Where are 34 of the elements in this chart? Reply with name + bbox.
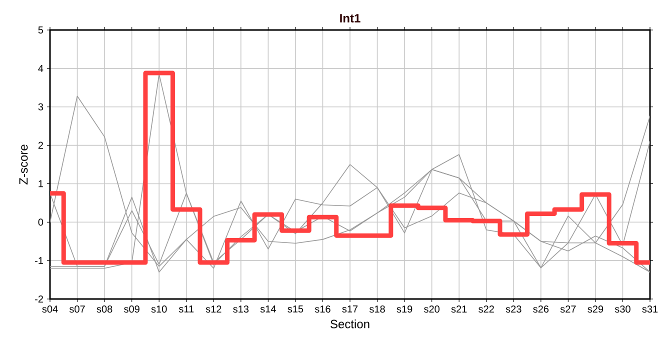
x-tick-label: s08: [96, 306, 112, 313]
x-tick-label: s04: [42, 306, 58, 313]
y-tick-label: 3: [38, 103, 44, 110]
y-tick-label: 2: [38, 142, 43, 149]
x-tick-label: s10: [151, 306, 167, 313]
chart-title: Int1: [340, 14, 360, 22]
x-tick-label: s17: [342, 306, 358, 313]
y-tick-label: 0: [38, 218, 44, 226]
x-tick-label: s13: [233, 306, 249, 313]
x-tick-label: s07: [70, 306, 85, 313]
x-tick-label: s27: [560, 306, 576, 313]
x-tick-label: s09: [124, 306, 140, 313]
x-tick-label: s12: [206, 306, 222, 313]
x-tick-label: s14: [260, 306, 276, 313]
x-tick-label: s26: [533, 306, 549, 313]
y-tick-label: 5: [38, 26, 44, 34]
x-tick-label: s20: [424, 306, 440, 313]
x-tick-label: s23: [506, 306, 522, 313]
x-tick-label: s16: [314, 306, 330, 313]
x-tick-label: s18: [370, 306, 385, 313]
y-tick-label: -1: [35, 257, 43, 264]
x-tick-label: s11: [178, 306, 194, 313]
x-tick-label: s30: [614, 306, 630, 313]
y-tick-label: 4: [38, 64, 44, 72]
x-tick-label: s31: [642, 306, 658, 313]
y-tick-label: 1: [38, 180, 43, 188]
x-tick-label: s15: [288, 306, 304, 313]
x-tick-label: s19: [396, 306, 412, 313]
x-tick-label: s21: [451, 306, 467, 313]
y-axis-title: Z-score: [19, 144, 28, 184]
x-axis-title: Section: [330, 319, 370, 328]
y-tick-label: -2: [35, 296, 43, 302]
x-tick-label: s29: [588, 306, 604, 313]
x-tick-label: s22: [478, 306, 494, 313]
